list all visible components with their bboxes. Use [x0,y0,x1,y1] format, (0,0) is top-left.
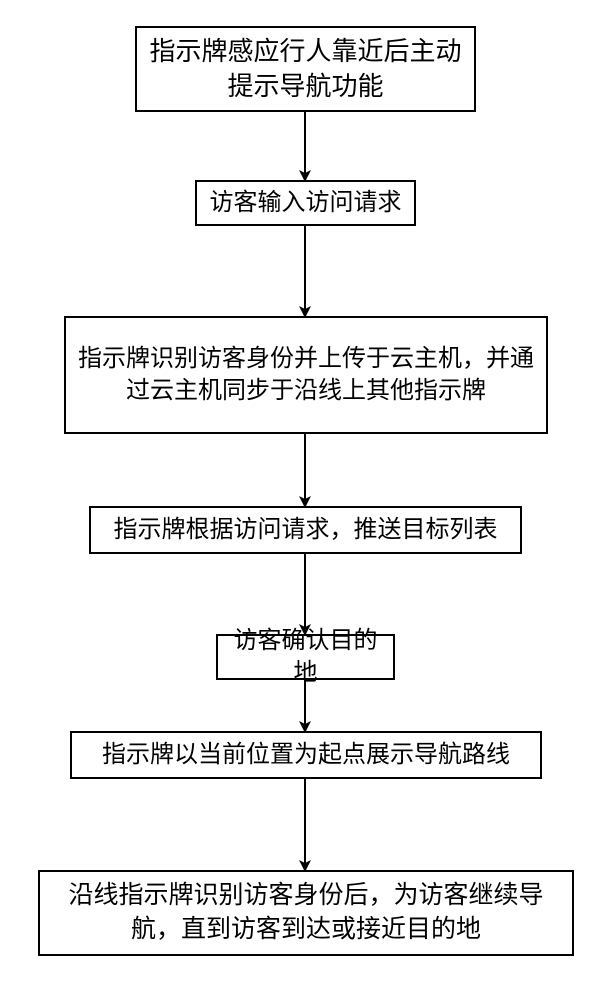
flow-node-text: 指示牌以当前位置为起点展示导航路线 [102,739,510,771]
flow-node-text: 访客输入访问请求 [210,187,402,219]
flow-node: 访客确认目的地 [216,634,395,680]
flow-node-text: 指示牌根据访问请求，推送目标列表 [114,514,498,546]
flowchart-canvas: 指示牌感应行人靠近后主动提示导航功能 访客输入访问请求 指示牌识别访客身份并上传… [0,0,611,1000]
flow-node: 指示牌感应行人靠近后主动提示导航功能 [135,26,476,112]
flow-node: 沿线指示牌识别访客身份后，为访客继续导航，直到访客到达或接近目的地 [38,870,574,956]
flow-node: 指示牌以当前位置为起点展示导航路线 [70,731,542,779]
flow-node: 访客输入访问请求 [195,180,416,226]
flow-node-text: 指示牌感应行人靠近后主动提示导航功能 [147,34,464,104]
flow-node-text: 沿线指示牌识别访客身份后，为访客继续导航，直到访客到达或接近目的地 [50,879,562,947]
flow-node: 指示牌根据访问请求，推送目标列表 [89,506,522,554]
flow-node-text: 访客确认目的地 [228,625,383,690]
flow-node-text: 指示牌识别访客身份并上传于云主机，并通过云主机同步于沿线上其他指示牌 [76,343,536,408]
flowchart-arrows [0,0,611,1000]
flow-node: 指示牌识别访客身份并上传于云主机，并通过云主机同步于沿线上其他指示牌 [64,316,548,434]
